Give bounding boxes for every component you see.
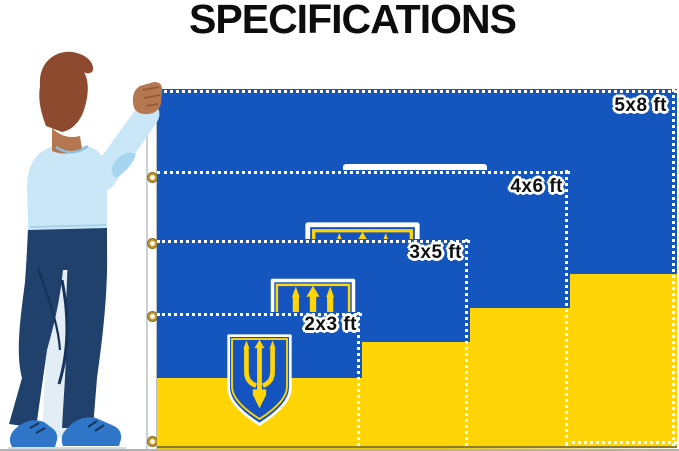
stitch-border-right xyxy=(465,239,468,446)
stitch-border-right xyxy=(357,312,360,446)
size-label-3x5: 3x5 ft xyxy=(409,242,462,263)
grommet-icon xyxy=(148,239,157,248)
hem-line xyxy=(157,446,677,448)
size-label-5x8: 5x8 ft xyxy=(614,95,667,116)
stitch-border-right xyxy=(672,89,675,446)
grommet-icon xyxy=(148,312,157,321)
stitch-border-top xyxy=(157,90,677,93)
flag-2x3: 2x3 ft xyxy=(157,312,362,446)
size-label-2x3: 2x3 ft xyxy=(304,314,357,335)
stitch-border-right xyxy=(565,170,568,446)
hem-fold xyxy=(157,448,677,449)
stitch-border-top xyxy=(157,171,570,174)
person-illustration xyxy=(8,51,163,449)
stitch-border-top xyxy=(157,313,362,316)
trident-emblem-icon xyxy=(226,333,293,427)
size-label-4x6: 4x6 ft xyxy=(510,176,563,197)
flag-hem-shadow xyxy=(157,446,677,449)
grommet-icon xyxy=(148,173,157,182)
page-title: SPECIFICATIONS xyxy=(189,0,517,42)
stitch-border-top xyxy=(157,240,470,243)
grommet-icon xyxy=(148,437,157,446)
